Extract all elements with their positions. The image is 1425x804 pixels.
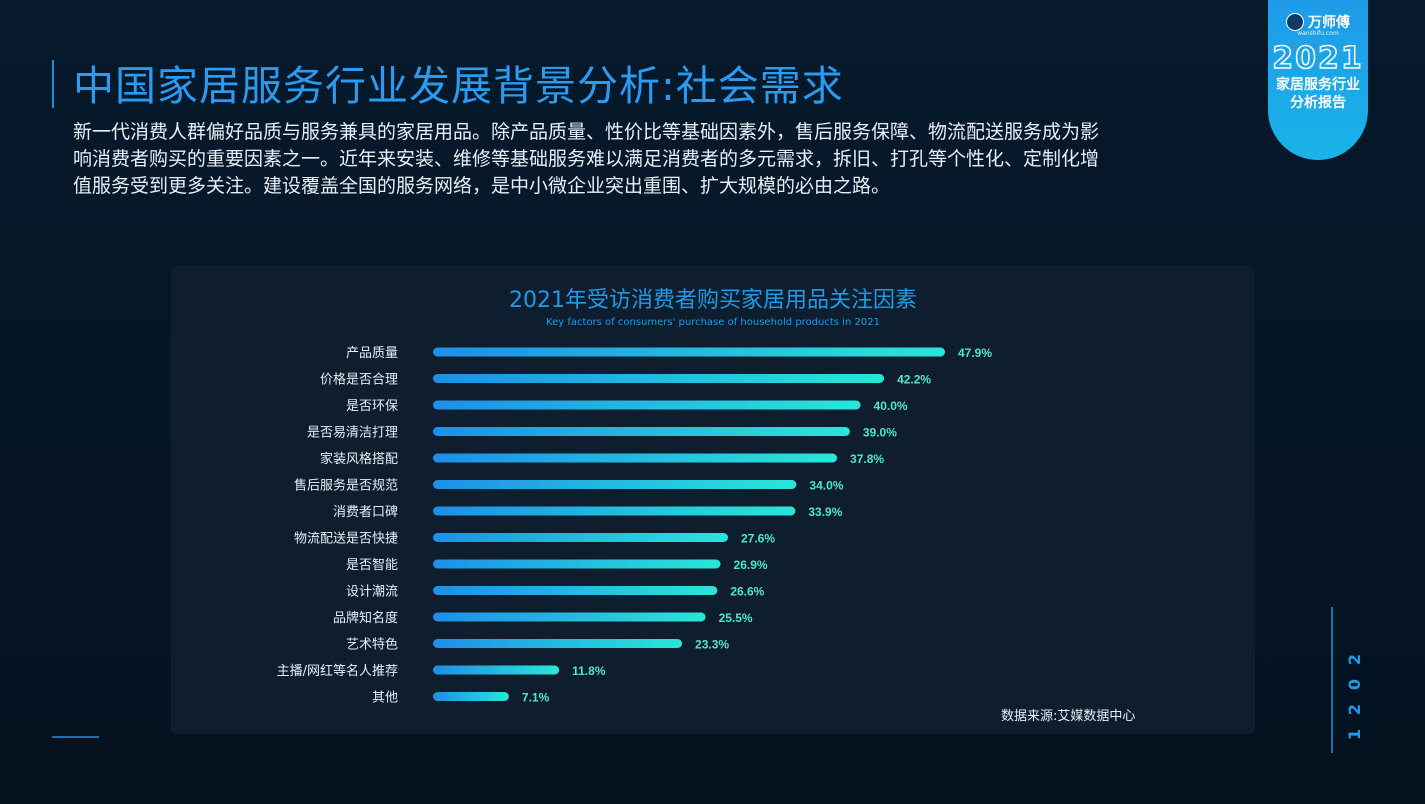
value-label: 33.9% (808, 505, 842, 519)
category-label: 家装风格搭配 (320, 451, 398, 467)
category-label: 消费者口碑 (333, 504, 398, 520)
value-label: 23.3% (695, 638, 729, 652)
value-label: 37.8% (850, 452, 884, 466)
value-label: 34.0% (809, 479, 843, 493)
bar (433, 506, 796, 516)
value-label: 26.6% (730, 585, 764, 599)
category-label: 产品质量 (346, 346, 398, 361)
chart-subtitle: Key factors of consumers' purchase of ho… (546, 317, 880, 328)
value-label: 7.1% (522, 691, 550, 705)
side-year-digit: 2 (1345, 703, 1365, 716)
bar (433, 374, 885, 383)
bottom-accent-line (52, 736, 99, 738)
bar (433, 586, 718, 595)
chart-title: 2021年受访消费者购买家居用品关注因素 (509, 288, 917, 313)
category-label: 其他 (372, 691, 398, 706)
data-source: 数据来源:艾媒数据中心 (1001, 709, 1136, 724)
category-label: 品牌知名度 (333, 610, 398, 626)
category-label: 物流配送是否快捷 (294, 532, 398, 547)
value-label: 39.0% (863, 426, 897, 440)
bar (433, 480, 797, 489)
bar (433, 559, 721, 569)
badge-year: 2021 (1272, 40, 1364, 77)
side-divider (1331, 607, 1333, 753)
brand-site: wanshifu.com (1297, 30, 1339, 37)
bar-chart: 产品质量 47.9% 价格是否合理 42.2% 是否环保 40.0% 是否易清洁打理 39.0… (277, 346, 993, 706)
badge-line-2: 分析报告 (1290, 95, 1346, 111)
category-label: 设计潮流 (346, 585, 398, 600)
category-label: 是否智能 (346, 558, 398, 573)
value-label: 47.9% (958, 346, 992, 360)
category-label: 艺术特色 (346, 637, 398, 653)
brand-name: 万师傅 (1308, 15, 1350, 31)
category-label: 主播/网红等名人推荐 (277, 663, 398, 679)
page-title: 中国家居服务行业发展背景分析:社会需求 (73, 62, 844, 110)
bar (433, 427, 850, 436)
side-year-digit: 2 (1345, 653, 1365, 666)
bar (433, 400, 861, 410)
side-year-digit: 1 (1345, 728, 1365, 741)
chart-panel: 2021年受访消费者购买家居用品关注因素 Key factors of cons… (171, 266, 1255, 734)
value-label: 40.0% (874, 399, 908, 413)
category-label: 价格是否合理 (320, 372, 398, 388)
bar (433, 692, 509, 701)
mascot-icon (1286, 13, 1304, 31)
bar (433, 453, 838, 463)
intro-paragraph: 新一代消费人群偏好品质与服务兼具的家居用品。除产品质量、性价比等基础因素外，售后… (73, 121, 1100, 197)
bar (433, 665, 560, 675)
value-label: 25.5% (719, 611, 753, 625)
bar (433, 612, 706, 622)
title-accent-bar (52, 60, 54, 108)
category-label: 是否易清洁打理 (307, 426, 398, 441)
brand-logo: 万师傅 (1268, 12, 1368, 32)
report-badge: 万师傅 wanshifu.com 2021 家居服务行业 分析报告 (1268, 0, 1368, 160)
bar (433, 347, 945, 357)
side-year-digit: 0 (1345, 678, 1365, 691)
bar (433, 533, 729, 542)
category-label: 售后服务是否规范 (294, 478, 398, 494)
badge-line-1: 家居服务行业 (1276, 77, 1360, 93)
value-label: 27.6% (741, 532, 775, 546)
value-label: 11.8% (572, 664, 606, 678)
value-label: 26.9% (734, 558, 768, 572)
bar (433, 639, 683, 648)
value-label: 42.2% (897, 373, 931, 387)
category-label: 是否环保 (346, 399, 398, 414)
